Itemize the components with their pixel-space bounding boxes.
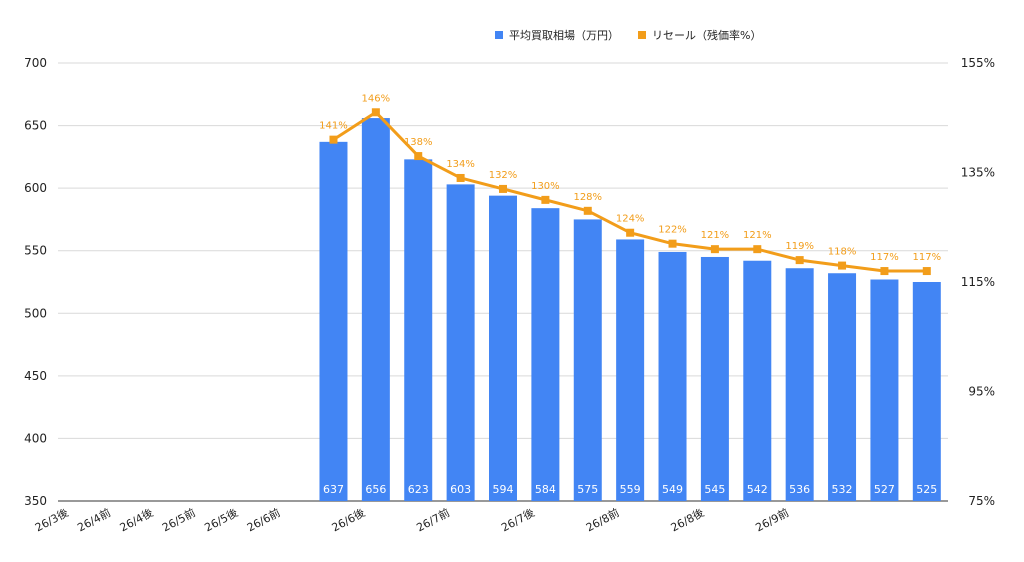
x-tick-label: 26/7後 — [499, 505, 537, 534]
line-value-label: 128% — [573, 192, 602, 203]
line-point — [414, 152, 423, 161]
bar-value-label: 549 — [662, 483, 683, 496]
y-left-tick-label: 350 — [24, 494, 47, 508]
y-left-tick-label: 400 — [24, 431, 47, 445]
line-value-label: 121% — [701, 230, 730, 241]
y-right-tick-label: 115% — [961, 275, 995, 289]
line-value-label: 138% — [404, 137, 433, 148]
line-point — [838, 261, 847, 270]
line-point — [880, 267, 889, 276]
line-value-label: 130% — [531, 181, 560, 192]
bar — [446, 184, 475, 502]
bar-value-label: 525 — [916, 483, 937, 496]
legend: 平均買取相場（万円） リセール（残価率%） — [495, 28, 761, 42]
bar-series — [319, 118, 941, 502]
legend-bar-swatch — [495, 31, 503, 39]
line-series — [329, 108, 931, 276]
bar — [361, 118, 390, 501]
line-value-label: 117% — [870, 252, 899, 263]
line-value-label: 121% — [743, 230, 772, 241]
bar — [616, 239, 645, 502]
x-tick-label: 26/6後 — [329, 505, 367, 534]
line-value-label: 132% — [489, 170, 518, 181]
y-right-tick-label: 155% — [961, 56, 995, 70]
line-value-label: 146% — [362, 93, 391, 104]
bar — [700, 256, 729, 501]
line-value-label: 122% — [658, 225, 687, 236]
bar-value-label: 623 — [408, 483, 429, 496]
line-point — [541, 195, 550, 204]
x-tick-label: 26/5前 — [160, 505, 198, 534]
line-value-labels: 141% 146% 138% 134% 132% 130% 128% 124% 122% 121%… — [319, 93, 941, 263]
bar-value-label: 542 — [747, 483, 768, 496]
legend-line-label: リセール（残価率%） — [652, 28, 761, 42]
y-left-tick-label: 600 — [24, 181, 47, 195]
bar-value-label: 637 — [323, 483, 344, 496]
y-left-tick-label: 500 — [24, 306, 47, 320]
legend-line-swatch — [638, 31, 646, 39]
bar — [870, 279, 899, 501]
y-axis-left: 350 400 450 500 550 600 650 700 — [24, 56, 47, 508]
bar-value-labels: 637 656 623 603 594 584 575 559 549 545 542 536 532 5… — [323, 483, 937, 496]
x-tick-label: 26/5後 — [202, 505, 240, 534]
line-point — [456, 173, 465, 182]
x-tick-label: 26/3後 — [33, 505, 71, 534]
y-right-tick-label: 135% — [961, 166, 995, 180]
y-left-tick-label: 450 — [24, 369, 47, 383]
bar — [319, 141, 348, 501]
line-value-label: 118% — [828, 247, 857, 258]
bar — [743, 260, 772, 501]
y-axis-right: 75% 95% 115% 135% 155% — [961, 56, 995, 508]
line-point — [710, 245, 719, 254]
x-axis: 26/3後 26/4前 26/4後 26/5前 26/5後 26/6前 26/6後 26/7前… — [33, 505, 792, 534]
line-value-label: 119% — [785, 241, 814, 252]
line-point — [371, 108, 380, 117]
bar-value-label: 575 — [577, 483, 598, 496]
line-point — [626, 228, 635, 237]
bar-value-label: 603 — [450, 483, 471, 496]
bar — [531, 208, 560, 501]
bar-value-label: 656 — [365, 483, 386, 496]
line-point — [668, 239, 677, 248]
bar — [658, 251, 687, 501]
x-tick-label: 26/8前 — [583, 505, 621, 534]
x-tick-label: 26/4後 — [117, 505, 155, 534]
line-value-label: 141% — [319, 121, 348, 132]
bar-value-label: 527 — [874, 483, 895, 496]
bar — [404, 159, 433, 502]
x-tick-label: 26/6前 — [244, 505, 282, 534]
bar — [912, 282, 941, 501]
bar-value-label: 594 — [493, 483, 514, 496]
bar-value-label: 536 — [789, 483, 810, 496]
x-tick-label: 26/7前 — [414, 505, 452, 534]
x-tick-label: 26/8後 — [668, 505, 706, 534]
line-point — [583, 206, 592, 215]
y-left-tick-label: 650 — [24, 119, 47, 133]
line-value-label: 117% — [913, 252, 942, 263]
bar — [828, 273, 857, 501]
line-point — [922, 267, 931, 276]
bar-value-label: 559 — [620, 483, 641, 496]
line-point — [499, 184, 507, 193]
x-tick-label: 26/9前 — [753, 505, 791, 534]
y-right-tick-label: 95% — [968, 385, 995, 399]
line-value-label: 134% — [446, 159, 475, 170]
line-point — [753, 245, 762, 254]
y-left-tick-label: 700 — [24, 56, 47, 70]
bar — [785, 268, 814, 501]
x-tick-label: 26/4前 — [75, 505, 113, 534]
y-right-tick-label: 75% — [968, 494, 995, 508]
bar-value-label: 532 — [832, 483, 853, 496]
bar — [489, 195, 517, 501]
line-point — [795, 256, 804, 265]
line-value-label: 124% — [616, 214, 645, 225]
legend-bar-label: 平均買取相場（万円） — [509, 29, 619, 42]
bar — [573, 219, 602, 501]
y-left-tick-label: 550 — [24, 244, 47, 258]
line-point — [329, 135, 338, 144]
bar-value-label: 584 — [535, 483, 556, 496]
bar-value-label: 545 — [704, 483, 725, 496]
